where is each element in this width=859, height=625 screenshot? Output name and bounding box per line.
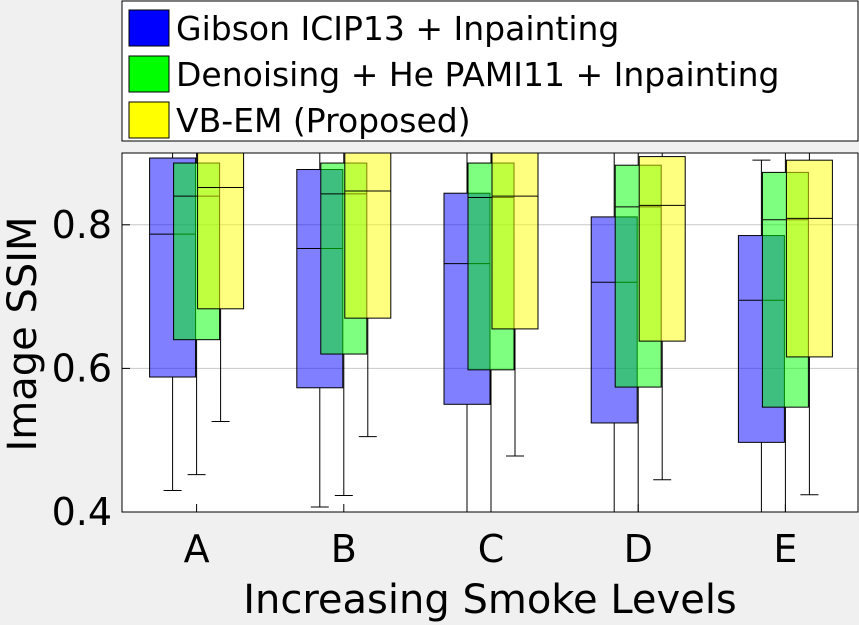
- x-axis-ticks: A B C D E: [184, 504, 797, 571]
- x-tick-label: A: [184, 527, 210, 571]
- legend-label: Gibson ICIP13 + Inpainting: [176, 9, 619, 48]
- legend-box: [121, 0, 859, 142]
- x-tick-label: B: [331, 527, 357, 571]
- x-tick-label: C: [478, 527, 505, 571]
- y-tick-label: 0.4: [52, 490, 112, 534]
- legend-swatch: [128, 101, 170, 139]
- y-tick-label: 0.6: [52, 346, 112, 390]
- legend-swatch: [128, 55, 170, 93]
- x-axis-title: Increasing Smoke Levels: [243, 577, 737, 623]
- x-tick-label: D: [624, 527, 653, 571]
- y-axis-ticks: 0.4 0.6 0.8: [52, 203, 130, 534]
- y-axis-title: Image SSIM: [0, 216, 46, 451]
- box-plots: [149, 152, 833, 512]
- y-tick-label: 0.8: [52, 203, 112, 247]
- box: [638, 156, 686, 342]
- legend-swatch: [128, 9, 170, 47]
- x-tick-label: E: [773, 527, 797, 571]
- box: [491, 152, 539, 330]
- plot-frame: [121, 152, 859, 513]
- box: [197, 152, 245, 310]
- legend-label: VB-EM (Proposed): [176, 101, 471, 140]
- box: [785, 159, 833, 358]
- legend: Gibson ICIP13 + Inpainting Denoising + He…: [121, 0, 859, 142]
- legend-label: Denoising + He PAMI11 + Inpainting: [176, 55, 780, 94]
- box: [344, 152, 392, 319]
